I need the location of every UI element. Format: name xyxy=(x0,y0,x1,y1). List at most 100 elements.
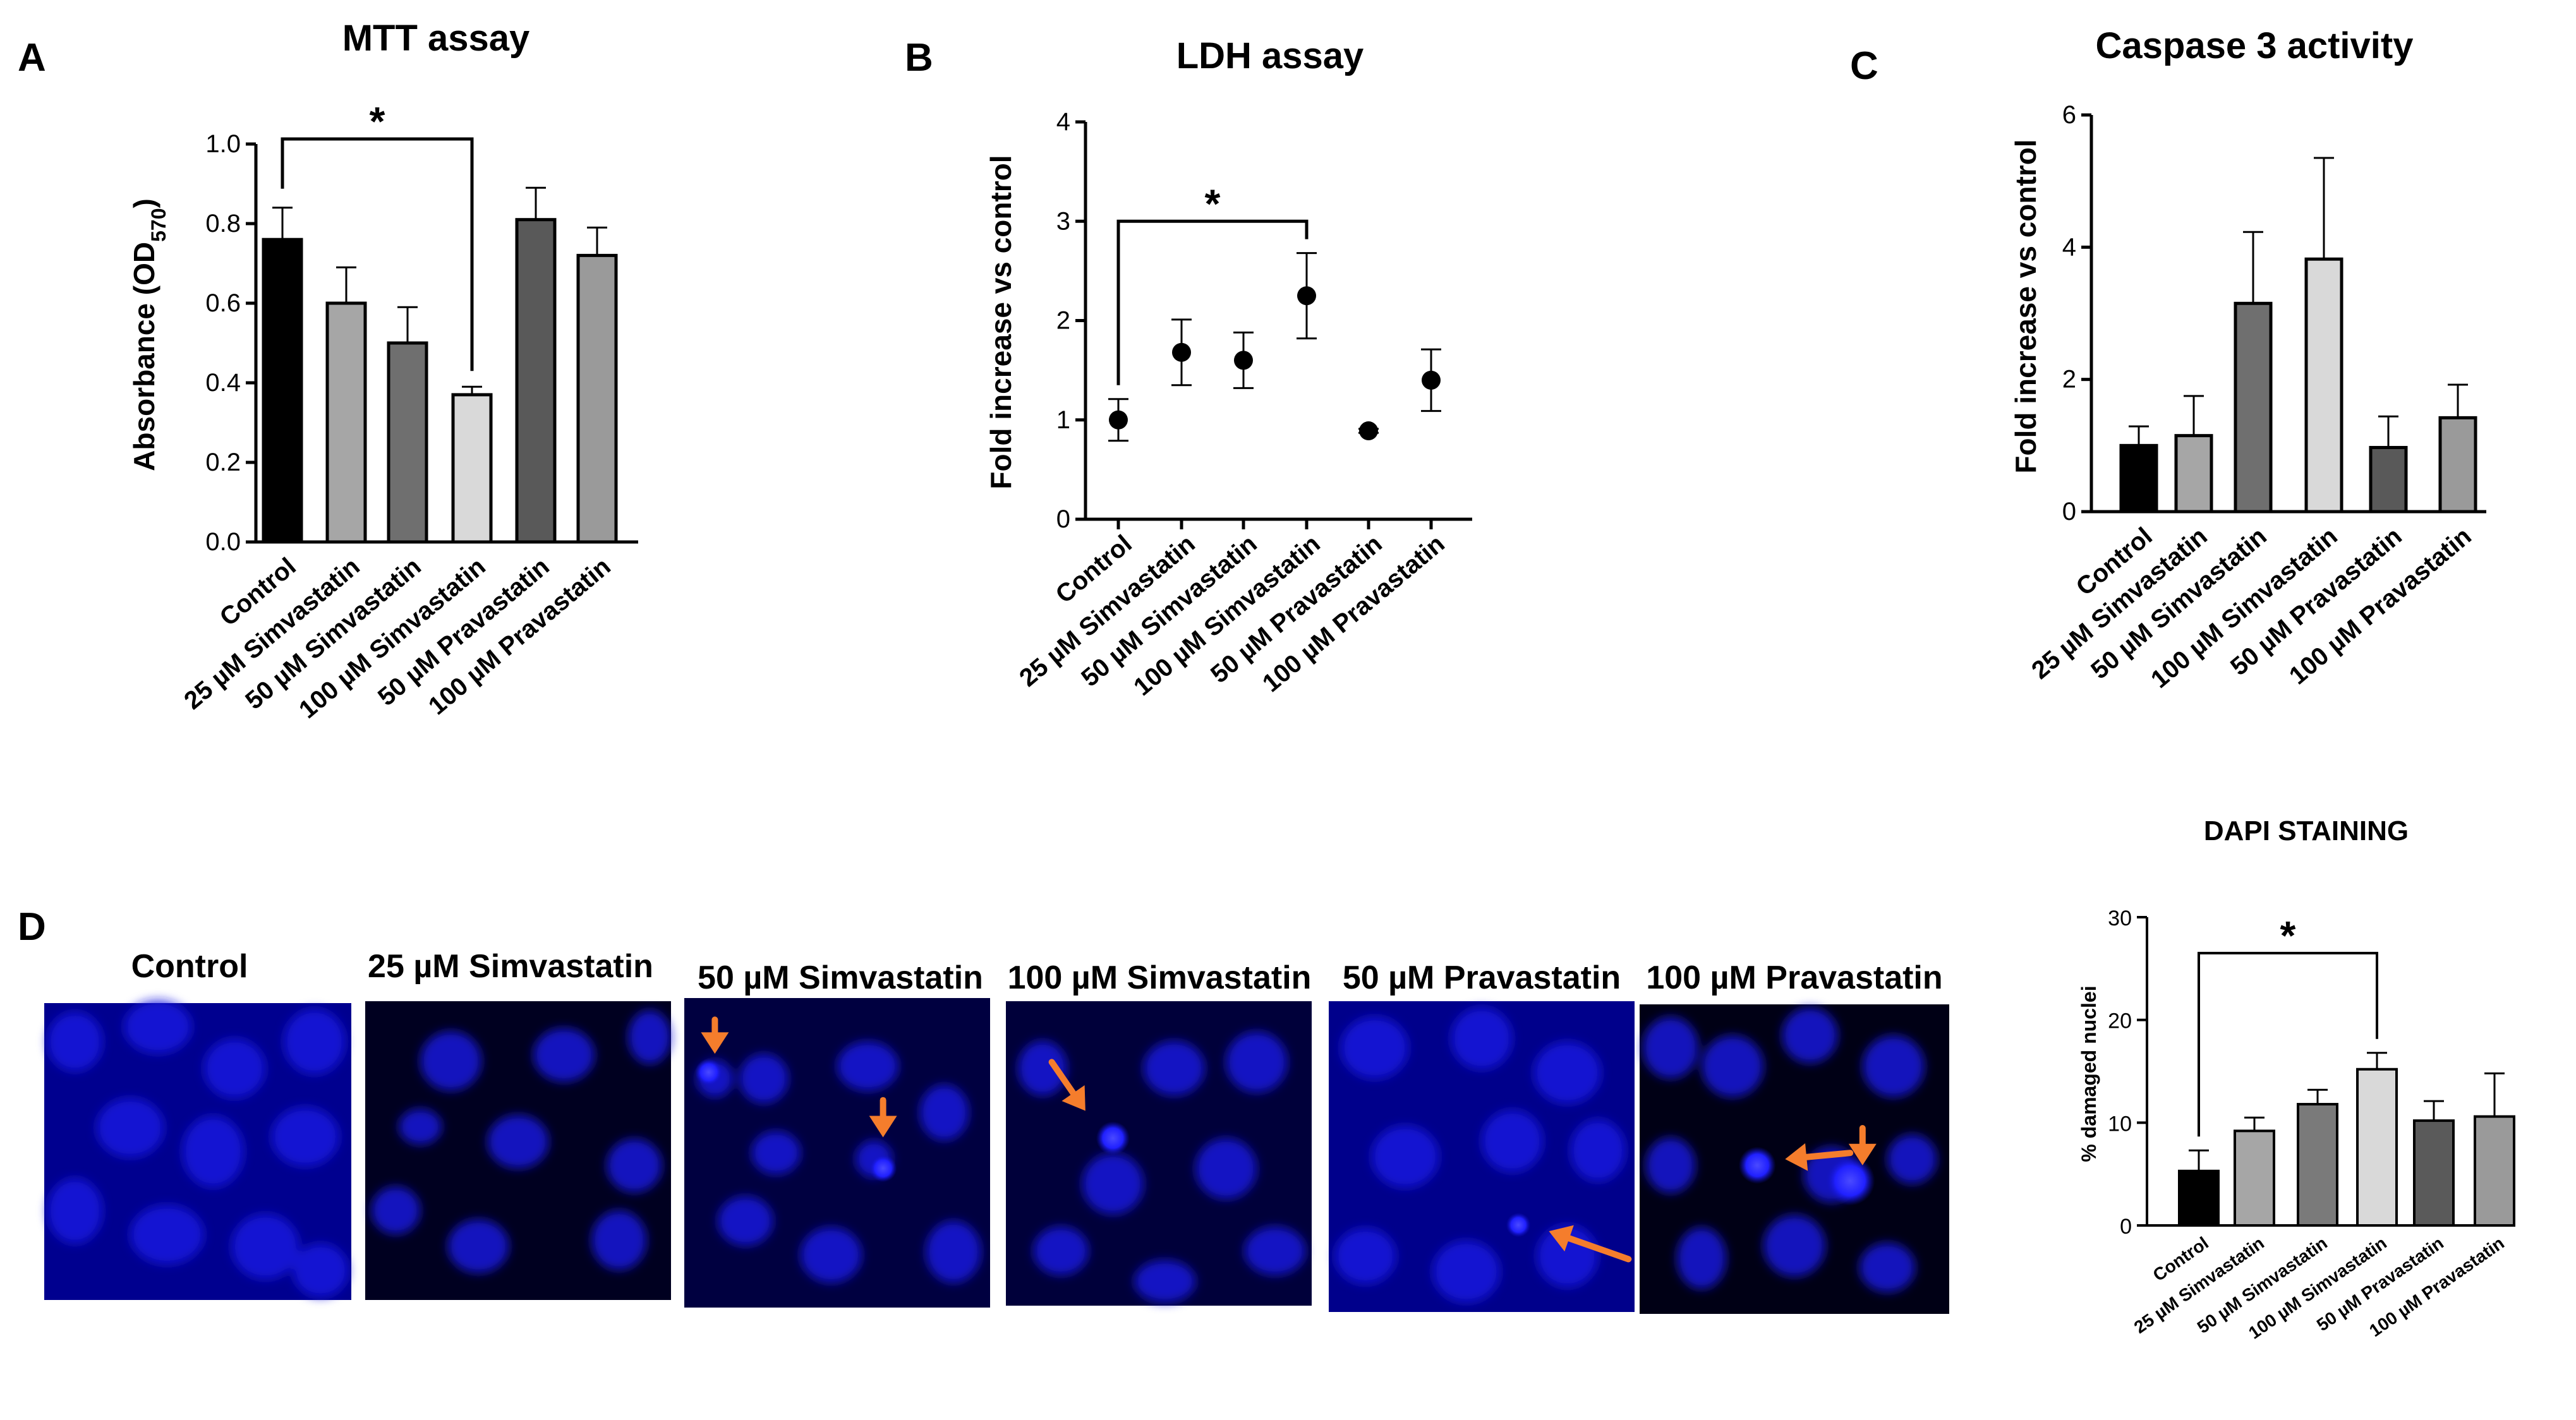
nucleus xyxy=(1887,1134,1937,1184)
nucleus xyxy=(1134,1260,1196,1303)
dapi-image-2: 25 µM Simvastatin xyxy=(365,948,671,1300)
dapi-image-label: Control xyxy=(131,948,248,985)
nucleus xyxy=(182,1116,244,1188)
mtt-ylabel: Absorbance (OD570) xyxy=(128,198,170,471)
mtt-bar xyxy=(387,341,428,544)
nucleus xyxy=(1226,1032,1288,1093)
mtt-y-tick-label: 0.4 xyxy=(205,369,241,397)
nucleus xyxy=(919,1085,969,1141)
ldh-y-tick-label: 0 xyxy=(1056,505,1070,533)
ldh-point xyxy=(1234,351,1253,370)
nucleus xyxy=(533,1028,595,1082)
nucleus xyxy=(926,1220,981,1283)
nucleus xyxy=(1432,1240,1501,1303)
caspase-y-tick-label: 2 xyxy=(2062,366,2076,394)
dapi-y-tick-label: 20 xyxy=(2108,1009,2132,1033)
damaged-nucleus xyxy=(869,1154,897,1182)
nucleus xyxy=(718,1196,773,1246)
arrow-shaft xyxy=(1803,1150,1854,1160)
nucleus xyxy=(47,1012,103,1072)
nucleus xyxy=(628,1010,671,1064)
caspase-y-tick-label: 4 xyxy=(2062,233,2076,261)
nucleus xyxy=(96,1098,164,1158)
nucleus xyxy=(1371,1125,1439,1188)
nuclei-layer xyxy=(371,1010,671,1273)
dapi-bar xyxy=(2234,1129,2275,1227)
mtt-title: MTT assay xyxy=(342,18,530,59)
dapi-bar xyxy=(2474,1115,2515,1227)
caspase-chart: Caspase 3 activity Fold increase vs cont… xyxy=(2009,25,2486,694)
arrow-shaft xyxy=(1048,1059,1077,1097)
nucleus xyxy=(1533,1041,1601,1104)
nucleus xyxy=(1244,1226,1306,1275)
dapi-title: DAPI STAINING xyxy=(2204,815,2409,846)
nuclei-layer xyxy=(47,1000,349,1297)
nuclei-layer xyxy=(1334,1007,1626,1303)
dapi-y-tick-label: 10 xyxy=(2108,1112,2132,1136)
ldh-significance-star: * xyxy=(1205,181,1221,226)
dapi-bar xyxy=(2178,1169,2220,1227)
dapi-bar xyxy=(2297,1103,2338,1227)
mtt-bar xyxy=(325,301,367,544)
dapi-significance-star: * xyxy=(2280,913,2296,958)
mtt-significance-bracket xyxy=(281,137,474,371)
nucleus xyxy=(1143,1040,1205,1096)
arrow-head-icon xyxy=(701,1032,729,1054)
nucleus xyxy=(1451,1007,1513,1070)
nucleus xyxy=(371,1186,421,1234)
nucleus xyxy=(284,1009,346,1074)
mtt-y-tick-label: 0.2 xyxy=(205,448,241,476)
caspase-bar xyxy=(2369,445,2408,514)
damaged-nucleus xyxy=(1506,1212,1531,1237)
ldh-significance-bracket xyxy=(1116,219,1309,385)
ldh-point xyxy=(1109,410,1128,430)
ldh-y-tick-label: 2 xyxy=(1056,307,1070,335)
dapi-image-label: 100 µM Pravastatin xyxy=(1646,960,1942,996)
damaged-nucleus xyxy=(1825,1156,1875,1206)
dapi-ylabel: % damaged nuclei xyxy=(2077,985,2100,1162)
nucleus xyxy=(1862,1035,1925,1097)
nucleus xyxy=(293,1243,349,1297)
nucleus xyxy=(1334,1228,1396,1284)
nucleus xyxy=(447,1219,509,1273)
nucleus xyxy=(231,1213,299,1280)
nucleus xyxy=(1645,1137,1696,1193)
nucleus xyxy=(203,1038,265,1098)
ldh-point xyxy=(1359,421,1378,441)
dapi-bar xyxy=(2356,1068,2398,1227)
nucleus xyxy=(1676,1227,1727,1289)
nucleus xyxy=(739,1054,789,1104)
ldh-y-tick-label: 1 xyxy=(1056,406,1070,434)
nucleus xyxy=(1195,1138,1257,1200)
nucleus xyxy=(1763,1215,1825,1277)
dapi-y-tick-label: 30 xyxy=(2108,906,2132,930)
panel-letter-c: C xyxy=(1850,44,1878,88)
nucleus xyxy=(1341,1016,1408,1080)
mtt-y-tick-label: 1.0 xyxy=(205,130,241,158)
nucleus xyxy=(1859,1242,1916,1292)
nucleus xyxy=(1082,1153,1144,1215)
ldh-ylabel: Fold increase vs control xyxy=(984,155,1017,489)
nucleus xyxy=(1642,1016,1699,1079)
caspase-y-tick-label: 0 xyxy=(2062,498,2076,526)
arrow-head-icon xyxy=(1848,1143,1877,1165)
nucleus xyxy=(487,1114,549,1169)
dapi-image-3: 50 µM Simvastatin xyxy=(684,960,990,1308)
dapi-image-label: 50 µM Simvastatin xyxy=(698,960,983,996)
dapi-significance-bracket xyxy=(2198,951,2378,1137)
nucleus xyxy=(47,1178,103,1244)
nucleus xyxy=(837,1041,898,1092)
dapi-chart: DAPI STAINING % damaged nuclei 0102030Co… xyxy=(2077,815,2515,1343)
dapi-image-label: 25 µM Simvastatin xyxy=(368,948,653,985)
mtt-y-tick-label: 0.8 xyxy=(205,210,241,238)
caspase-bar xyxy=(2304,257,2343,514)
damaged-nucleus xyxy=(1738,1146,1776,1184)
dapi-image-label: 100 µM Simvastatin xyxy=(1008,960,1312,996)
arrow-head-icon xyxy=(1549,1225,1574,1252)
caspase-y-tick-label: 6 xyxy=(2062,101,2076,129)
ldh-point xyxy=(1172,342,1191,362)
nuclei-layer xyxy=(1642,1007,1937,1292)
ldh-y-tick-label: 3 xyxy=(1056,207,1070,235)
ldh-title: LDH assay xyxy=(1176,35,1364,76)
